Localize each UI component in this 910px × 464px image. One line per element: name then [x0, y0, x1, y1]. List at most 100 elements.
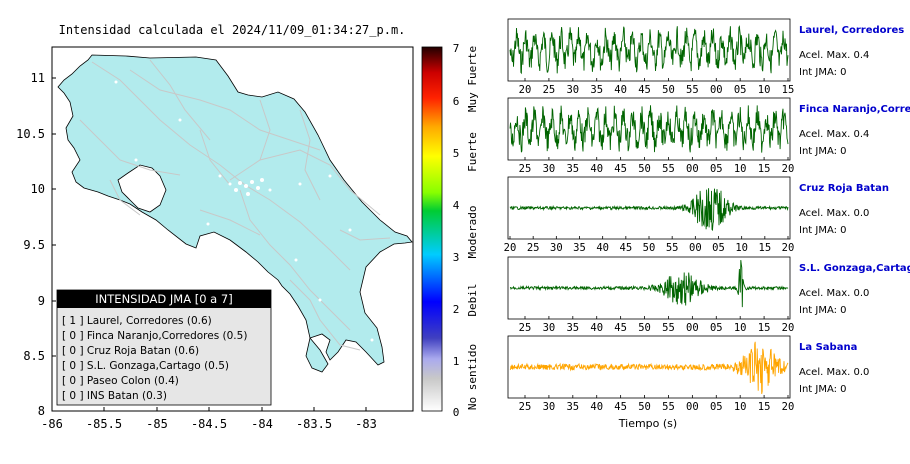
waveform-tick-label: 15 [758, 163, 771, 175]
waveform-tick-label: 20 [782, 163, 795, 175]
colorbar-labels: Muy Fuerte Fuerte Moderado Debil No sent… [466, 46, 479, 410]
waveform-tick-label: 10 [735, 242, 748, 254]
waveform-tick-label: 15 [758, 401, 771, 413]
y-tick-label: 8.5 [23, 349, 45, 363]
waveform-trace [509, 25, 789, 75]
map-tick-marks [52, 77, 367, 411]
x-tick-label: -85.5 [86, 417, 122, 431]
station-title: S.L. Gonzaga,Cartago [799, 263, 910, 274]
waveform-tick-label: 00 [686, 322, 699, 334]
legend-items: [ 1 ] Laurel, Corredores (0.6) [ 0 ] Fin… [62, 315, 247, 402]
waveform-tick-label: 50 [643, 242, 656, 254]
colorbar-ticks: 7 6 5 4 3 2 1 0 [453, 42, 460, 419]
waveform-tick-label: 15 [758, 322, 771, 334]
station-points [114, 80, 374, 342]
station-intensity: Int JMA: 0 [799, 225, 847, 236]
waveform-tick-label: 10 [734, 163, 747, 175]
x-tick-label: -84.5 [191, 417, 227, 431]
x-tick-label: -84 [251, 417, 273, 431]
colorbar-tick: 5 [453, 147, 460, 160]
x-tick-label: -83.5 [296, 417, 332, 431]
costa-rica-land [57, 54, 413, 366]
station-intensity: Int JMA: 0 [799, 305, 847, 316]
waveform-tick-label: 45 [614, 401, 627, 413]
station-title: La Sabana [799, 342, 857, 353]
colorbar-tick: 6 [453, 95, 460, 108]
waveform-tick-label: 00 [689, 242, 702, 254]
waveform-tick-label: 40 [590, 401, 603, 413]
station-accel: Acel. Max. 0.0 [799, 367, 869, 378]
station-intensity: Int JMA: 0 [799, 146, 847, 157]
waveform-tick-label: 05 [734, 84, 747, 96]
colorbar-tick: 2 [453, 303, 460, 316]
waveform-tick-label: 45 [638, 84, 651, 96]
waveform-tick-label: 15 [782, 84, 795, 96]
legend-box [56, 289, 272, 406]
waveform-tick-label: 00 [686, 163, 699, 175]
waveform-tick-label: 30 [543, 401, 556, 413]
waveform-tick-label: 40 [614, 84, 627, 96]
waveform-tick-label: 55 [666, 242, 679, 254]
waveform-tick-label: 25 [519, 401, 532, 413]
legend-item: [ 0 ] INS Batan (0.3) [62, 390, 167, 402]
map-y-axis: 11 10.5 10 9.5 9 8.5 8 [16, 71, 45, 418]
waveform-tick-label: 05 [710, 163, 723, 175]
y-tick-label: 10.5 [16, 127, 45, 141]
colorbar [421, 46, 443, 412]
waveform-tick-label: 50 [638, 401, 651, 413]
waveform-trace [509, 260, 789, 308]
waveform-tick-label: 25 [519, 322, 532, 334]
waveform-trace [509, 105, 789, 153]
station-accel: Acel. Max. 0.0 [799, 288, 869, 299]
waveform-tick-label: 35 [566, 401, 579, 413]
waveform-tick-label: 30 [543, 322, 556, 334]
waveform-tick-label: 25 [543, 84, 556, 96]
waveform-tick-label: 45 [620, 242, 633, 254]
legend-header [57, 290, 271, 308]
waveform-tick-label: 05 [710, 322, 723, 334]
waveform-tick-label: 35 [573, 242, 586, 254]
colorbar-label: Debil [466, 283, 479, 316]
waveform-tick-label: 35 [566, 163, 579, 175]
waveform-tick-label: 10 [734, 401, 747, 413]
colorbar-tick: 7 [453, 42, 460, 55]
waveform-tick-label: 05 [710, 401, 723, 413]
colorbar-tick: 0 [453, 406, 460, 419]
station-intensity: Int JMA: 0 [799, 384, 847, 395]
waveform-tick-label: 35 [590, 84, 603, 96]
waveform-tick-label: 30 [566, 84, 579, 96]
y-tick-label: 11 [31, 71, 45, 85]
waveform-tick-label: 45 [614, 163, 627, 175]
legend-item: [ 0 ] Cruz Roja Batan (0.6) [62, 345, 199, 357]
osa-peninsula [305, 337, 329, 373]
waveform-tick-label: 55 [662, 163, 675, 175]
waveform-tick-label: 00 [710, 84, 723, 96]
waveform-tick-label: 05 [712, 242, 725, 254]
colorbar-label: Muy Fuerte [466, 46, 479, 112]
colorbar-label: Fuerte [466, 132, 479, 172]
x-tick-label: -85 [146, 417, 168, 431]
station-title: Finca Naranjo,Corredores [799, 104, 910, 115]
waveform-tick-label: 45 [614, 322, 627, 334]
station-accel: Acel. Max. 0.4 [799, 50, 869, 61]
waveform-tick-label: 50 [638, 163, 651, 175]
legend-item: [ 1 ] Laurel, Corredores (0.6) [62, 315, 212, 327]
y-tick-label: 9.5 [23, 238, 45, 252]
colorbar-tick: 4 [453, 199, 460, 212]
waveform-tick-label: 30 [543, 163, 556, 175]
waveform-tick-label: 40 [596, 242, 609, 254]
legend-item: [ 0 ] Paseo Colon (0.4) [62, 375, 179, 387]
waveform-tick-label: 55 [686, 84, 699, 96]
waveform-tick-label: 25 [527, 242, 540, 254]
station-accel: Acel. Max. 0.0 [799, 208, 869, 219]
y-tick-label: 8 [38, 404, 45, 418]
legend-item: [ 0 ] Finca Naranjo,Corredores (0.5) [62, 330, 247, 342]
waveform-tick-label: 10 [758, 84, 771, 96]
x-tick-label: -83 [355, 417, 377, 431]
station-title: Laurel, Corredores [799, 25, 904, 36]
map-title: Intensidad calculada el 2024/11/09_01:34… [59, 23, 406, 37]
waveform-tick-label: 00 [686, 401, 699, 413]
waveform-tick-label: 40 [590, 322, 603, 334]
waveform-tick-label: 10 [734, 322, 747, 334]
